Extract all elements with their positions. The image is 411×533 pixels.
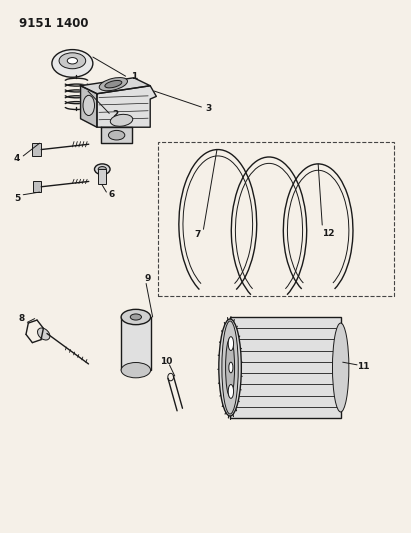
Ellipse shape bbox=[228, 337, 233, 351]
Text: 8: 8 bbox=[18, 314, 24, 323]
Ellipse shape bbox=[121, 309, 150, 325]
Polygon shape bbox=[101, 127, 132, 143]
Bar bbox=[32, 143, 41, 156]
Ellipse shape bbox=[37, 328, 50, 340]
Bar bbox=[158, 142, 394, 296]
Text: 6: 6 bbox=[108, 190, 114, 199]
Ellipse shape bbox=[83, 95, 95, 116]
Bar bbox=[33, 181, 41, 192]
Bar bbox=[121, 317, 150, 370]
Polygon shape bbox=[81, 86, 97, 127]
Text: 12: 12 bbox=[322, 229, 335, 238]
Ellipse shape bbox=[219, 319, 241, 416]
Text: 9151 1400: 9151 1400 bbox=[19, 17, 89, 30]
Ellipse shape bbox=[109, 131, 125, 140]
Ellipse shape bbox=[222, 321, 238, 414]
Ellipse shape bbox=[52, 50, 93, 77]
Ellipse shape bbox=[105, 80, 122, 88]
Text: 1: 1 bbox=[131, 71, 137, 80]
Ellipse shape bbox=[98, 166, 106, 172]
Polygon shape bbox=[81, 78, 150, 94]
Text: 7: 7 bbox=[194, 230, 201, 239]
Bar bbox=[98, 169, 106, 184]
Bar bbox=[230, 317, 341, 418]
Polygon shape bbox=[97, 86, 156, 127]
Ellipse shape bbox=[121, 362, 150, 378]
Text: 3: 3 bbox=[206, 103, 212, 112]
Ellipse shape bbox=[229, 362, 233, 373]
Ellipse shape bbox=[110, 115, 133, 126]
Text: 11: 11 bbox=[357, 362, 369, 371]
Text: 2: 2 bbox=[112, 110, 118, 119]
Ellipse shape bbox=[99, 78, 127, 91]
Ellipse shape bbox=[130, 314, 141, 320]
Text: 4: 4 bbox=[14, 154, 20, 163]
Ellipse shape bbox=[226, 338, 235, 397]
Text: 10: 10 bbox=[160, 357, 173, 366]
Ellipse shape bbox=[228, 384, 233, 398]
Ellipse shape bbox=[332, 323, 349, 412]
Ellipse shape bbox=[59, 53, 85, 69]
Ellipse shape bbox=[67, 58, 78, 64]
Text: 9: 9 bbox=[145, 273, 151, 282]
Text: 5: 5 bbox=[14, 194, 20, 203]
Ellipse shape bbox=[95, 164, 110, 174]
